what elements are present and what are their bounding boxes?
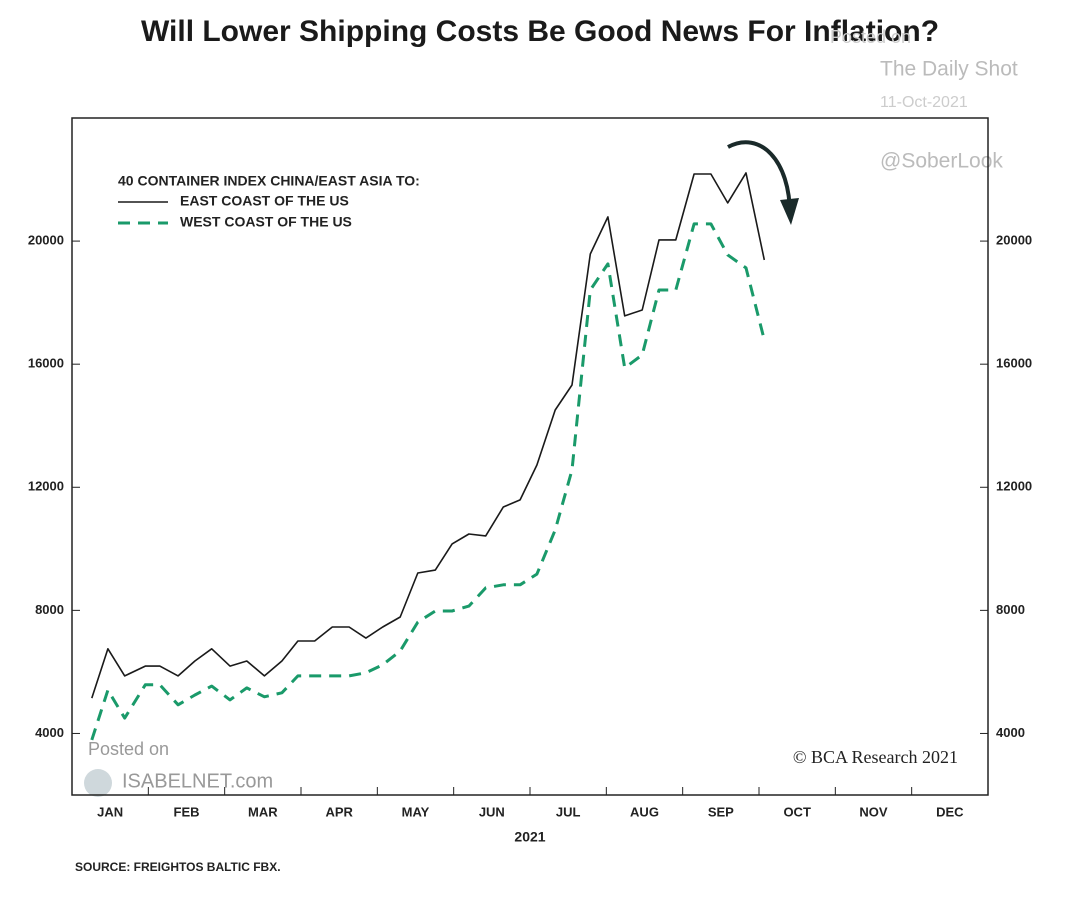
y-tick-label: 16000 bbox=[996, 356, 1032, 371]
x-tick-label: JAN bbox=[97, 804, 123, 819]
x-tick-label: SEP bbox=[708, 804, 734, 819]
arrow bbox=[727, 140, 792, 216]
watermark: ISABELNET.com bbox=[122, 770, 273, 792]
y-tick-label: 4000 bbox=[35, 725, 64, 740]
legend-label: EAST COAST OF THE US bbox=[180, 193, 349, 209]
watermark: Posted on bbox=[830, 27, 911, 47]
legend-title: 40 CONTAINER INDEX CHINA/EAST ASIA TO: bbox=[118, 173, 420, 189]
y-tick-label: 8000 bbox=[996, 602, 1025, 617]
x-tick-label: MAR bbox=[248, 804, 278, 819]
legend-label: WEST COAST OF THE US bbox=[180, 214, 352, 230]
watermark: The Daily Shot bbox=[880, 58, 1018, 81]
copyright: © BCA Research 2021 bbox=[793, 747, 958, 767]
x-tick-label: MAY bbox=[402, 804, 430, 819]
x-axis-label: 2021 bbox=[514, 829, 545, 845]
y-tick-label: 12000 bbox=[996, 479, 1032, 494]
x-tick-label: AUG bbox=[630, 804, 659, 819]
chart-title: Will Lower Shipping Costs Be Good News F… bbox=[141, 15, 939, 48]
watermark: Posted on bbox=[88, 739, 169, 759]
series-line bbox=[91, 172, 766, 699]
y-tick-label: 20000 bbox=[28, 233, 64, 248]
source: SOURCE: FREIGHTOS BALTIC FBX. bbox=[75, 860, 281, 874]
y-tick-label: 12000 bbox=[28, 479, 64, 494]
y-tick-label: 16000 bbox=[28, 356, 64, 371]
x-tick-label: APR bbox=[325, 804, 353, 819]
y-tick-label: 4000 bbox=[996, 725, 1025, 740]
x-tick-label: JUL bbox=[556, 804, 581, 819]
x-tick-label: DEC bbox=[936, 804, 964, 819]
watermark-logo bbox=[84, 769, 112, 797]
x-tick-label: OCT bbox=[783, 804, 811, 819]
x-tick-label: FEB bbox=[174, 804, 200, 819]
watermark: @SoberLook bbox=[880, 150, 1003, 173]
y-tick-label: 20000 bbox=[996, 233, 1032, 248]
watermark: 11-Oct-2021 bbox=[880, 94, 968, 111]
arrow-head bbox=[780, 198, 799, 225]
x-tick-label: JUN bbox=[479, 804, 505, 819]
x-tick-label: NOV bbox=[859, 804, 888, 819]
series-line bbox=[90, 222, 766, 741]
y-tick-label: 8000 bbox=[35, 602, 64, 617]
